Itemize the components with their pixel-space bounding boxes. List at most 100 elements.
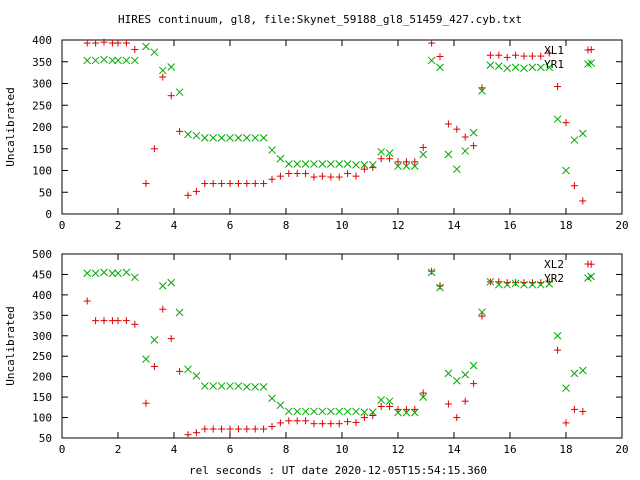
bottom-y-tick-label: 200 — [32, 371, 52, 384]
top-xl1-point — [436, 53, 444, 61]
top-xl1-point — [579, 197, 587, 205]
bottom-xl2-point — [512, 279, 520, 287]
bottom-yr2-point — [562, 384, 570, 392]
top-x-tick-label: 2 — [115, 219, 122, 232]
top-xl1-point — [335, 173, 343, 181]
bottom-xl2-point — [302, 417, 310, 425]
top-xl1-point — [159, 73, 167, 81]
bottom-xl2-point — [478, 312, 486, 320]
bottom-yr2-point — [150, 336, 159, 344]
top-panel: Uncalibrated 0 2 4 6 8 10 12 14 16 18 20 0 50 100 150… — [4, 34, 629, 232]
top-yr1-point — [520, 64, 528, 73]
top-xl1-point — [251, 180, 259, 188]
top-xl1-point — [302, 170, 310, 178]
top-x-tick-label: 12 — [391, 219, 404, 232]
top-yr1-point — [114, 56, 122, 65]
top-yr1-point — [234, 134, 243, 142]
bottom-yr2-point — [276, 401, 285, 410]
bottom-xl2-point — [419, 389, 427, 397]
top-y-tick-label: 0 — [45, 208, 52, 221]
top-x-tick-label: 8 — [283, 219, 290, 232]
bottom-yr2-point — [310, 407, 318, 416]
bottom-yr2-point — [452, 376, 461, 385]
top-yr1-point — [427, 56, 436, 65]
bottom-xl2-point — [131, 320, 139, 328]
bottom-yr2-point — [226, 382, 234, 390]
top-yr1-point — [360, 160, 369, 169]
bottom-yr2-point — [536, 280, 545, 289]
top-yr1-point — [226, 134, 234, 142]
top-yr1-point — [142, 42, 150, 51]
top-xl1-point — [486, 51, 494, 59]
bottom-xl2-point — [335, 420, 343, 428]
bottom-xl2-point — [218, 425, 226, 433]
bottom-xl2-point — [276, 419, 284, 427]
bottom-yr2-point — [360, 408, 369, 417]
top-xl1-point — [131, 46, 139, 54]
bottom-yr2-point — [486, 277, 495, 286]
top-yr1-point — [184, 130, 192, 139]
bottom-xl2-point — [268, 423, 276, 431]
bottom-xl2-point — [453, 414, 461, 422]
bottom-yr2-point — [301, 407, 310, 416]
top-xl1-point — [285, 170, 293, 178]
bottom-yr2-point — [352, 407, 360, 416]
bottom-x-tick-label: 16 — [503, 443, 516, 456]
top-xl1-point — [461, 133, 469, 141]
top-x-ticks: 0 2 4 6 8 10 12 14 16 18 20 — [59, 40, 629, 232]
bottom-xl2-point — [327, 420, 335, 428]
top-yr1-point — [536, 63, 545, 72]
top-yr1-point — [402, 162, 411, 171]
bottom-yr2-point — [368, 408, 377, 417]
top-yr1-point — [444, 150, 453, 159]
bottom-yr2-point — [217, 382, 226, 390]
top-y-tick-label: 250 — [32, 99, 52, 112]
bottom-xl2-point — [226, 425, 234, 433]
top-yr1-point — [469, 128, 478, 137]
top-yr1-point — [528, 63, 537, 72]
top-xl1-point — [402, 158, 410, 166]
bottom-yr2-point — [200, 382, 209, 390]
bottom-y-tick-label: 300 — [32, 330, 52, 343]
bottom-yr2-point — [251, 383, 260, 391]
top-yr1-point — [130, 56, 139, 65]
bottom-x-tick-label: 2 — [115, 443, 122, 456]
top-yr1-point — [419, 150, 428, 159]
bottom-y-tick-label: 50 — [39, 432, 52, 445]
bottom-yr2-point — [91, 269, 100, 278]
bottom-yr2-point — [503, 280, 512, 289]
top-yr1-point — [310, 160, 318, 168]
top-yr1-point — [570, 136, 579, 144]
bottom-yr2-point — [130, 273, 139, 282]
top-xl1-point — [453, 125, 461, 133]
bottom-yr2-point — [394, 408, 402, 417]
top-yr1-point — [352, 160, 360, 169]
top-xl1-point — [142, 180, 150, 188]
bottom-yr2-point — [427, 268, 436, 277]
top-yr1-point — [91, 56, 100, 65]
top-yr1-point — [200, 134, 209, 142]
top-xl1-point — [226, 180, 234, 188]
bottom-yr2-point — [122, 268, 131, 277]
bottom-yr2-point — [520, 280, 528, 289]
bottom-xl2-point — [377, 403, 385, 411]
top-xl1-point — [293, 170, 301, 178]
bottom-yr2-point — [100, 268, 108, 277]
chart-title: HIRES continuum, gl8, file:Skynet_59188_… — [118, 13, 522, 26]
top-xl1-point — [528, 52, 536, 60]
bottom-xl2-point — [444, 400, 452, 408]
top-yr1-point — [284, 160, 293, 168]
top-yr1-point — [503, 64, 512, 73]
top-xl1-point — [176, 127, 184, 135]
bottom-y-ticks: 50 100 150 200 250 300 350 400 450 500 — [32, 248, 622, 445]
top-yr1-point — [259, 134, 268, 142]
top-xl1-point — [394, 158, 402, 166]
bottom-yr2-point — [268, 394, 276, 403]
top-yr1-point — [192, 131, 201, 140]
top-yr1-point — [452, 165, 461, 174]
top-yr1-point — [343, 160, 352, 168]
bottom-yr2-point — [419, 393, 428, 401]
top-xl1-point — [114, 39, 122, 47]
bottom-y-tick-label: 350 — [32, 309, 52, 322]
